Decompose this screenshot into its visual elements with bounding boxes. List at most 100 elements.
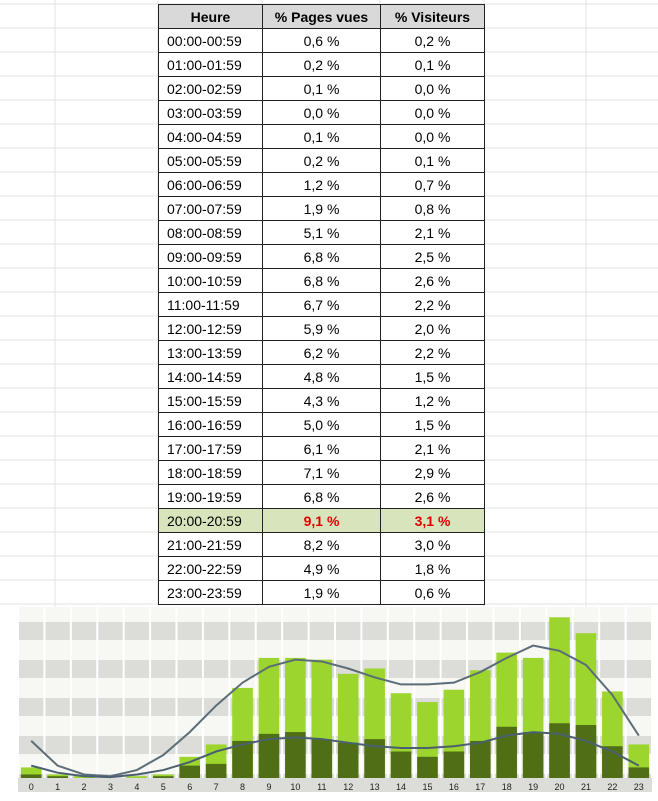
- table-cell: 17:00-17:59: [158, 436, 263, 461]
- table-cell: 08:00-08:59: [158, 220, 263, 245]
- bar: [549, 723, 570, 778]
- table-cell: 03:00-03:59: [158, 100, 263, 125]
- bar: [575, 725, 597, 778]
- table-row: 16:00-16:59 5,0 % 1,5 %: [158, 412, 485, 437]
- x-tick-label: 10: [290, 782, 300, 792]
- table-cell: 2,6 %: [380, 484, 485, 509]
- table-cell: 19:00-19:59: [158, 484, 263, 509]
- table-cell: 11:00-11:59: [158, 292, 263, 317]
- table-row: 17:00-17:59 6,1 % 2,1 %: [158, 436, 485, 461]
- table-row: 21:00-21:59 8,2 % 3,0 %: [158, 532, 485, 557]
- x-tick-label: 12: [343, 782, 353, 792]
- table-cell: 0,2 %: [380, 28, 485, 53]
- table-cell: 0,2 %: [262, 52, 381, 77]
- x-tick-label: 8: [240, 782, 245, 792]
- chart: 0 1 2 3 4 5 6 7 8 9 10 11 12 13 14 15 16 17 18 19 20 21 22 23: [17, 607, 653, 792]
- table-cell: 3,1 %: [380, 508, 485, 533]
- table-cell: 9,1 %: [262, 508, 381, 533]
- table-cell: 1,9 %: [262, 580, 381, 605]
- table-cell: 2,1 %: [380, 436, 485, 461]
- table-cell: 0,6 %: [380, 580, 485, 605]
- table-row: 11:00-11:59 6,7 % 2,2 %: [158, 292, 485, 317]
- table-cell: 6,7 %: [262, 292, 381, 317]
- table-cell: 5,0 %: [262, 412, 381, 437]
- table-cell: 5,9 %: [262, 316, 381, 341]
- table-cell: 1,2 %: [262, 172, 381, 197]
- bar: [522, 732, 544, 778]
- table-cell: 05:00-05:59: [158, 148, 263, 173]
- table-cell: 20:00-20:59: [158, 508, 263, 533]
- x-tick-label: 5: [161, 782, 166, 792]
- x-tick-label: 2: [82, 782, 87, 792]
- bar: [390, 751, 412, 778]
- x-tick-label: 19: [528, 782, 538, 792]
- table-cell: 2,1 %: [380, 220, 485, 245]
- bar: [179, 765, 201, 778]
- bar: [47, 776, 68, 778]
- bar: [258, 733, 280, 778]
- table-cell: 06:00-06:59: [158, 172, 263, 197]
- x-tick-label: 9: [266, 782, 271, 792]
- trend-line: [30, 644, 640, 778]
- table-cell: 0,0 %: [380, 100, 485, 125]
- table-cell: 6,8 %: [262, 484, 381, 509]
- table-cell: 12:00-12:59: [158, 316, 263, 341]
- table-cell: 4,9 %: [262, 556, 381, 581]
- table-cell: 14:00-14:59: [158, 364, 263, 389]
- table-cell: 2,6 %: [380, 268, 485, 293]
- table-cell: 0,1 %: [262, 76, 381, 101]
- table-row: 22:00-22:59 4,9 % 1,8 %: [158, 556, 485, 581]
- table-row: 19:00-19:59 6,8 % 2,6 %: [158, 484, 485, 509]
- table-cell: 2,5 %: [380, 244, 485, 269]
- bar: [20, 767, 42, 778]
- table-cell: 2,9 %: [380, 460, 485, 485]
- table-cell: 04:00-04:59: [158, 124, 263, 149]
- x-tick-label: 11: [317, 782, 326, 792]
- header-row: Heure% Pages vues% Visiteurs: [158, 4, 485, 29]
- table-cell: 6,8 %: [262, 244, 381, 269]
- x-tick-label: 4: [134, 782, 139, 792]
- table-row: 13:00-13:59 6,2 % 2,2 %: [158, 340, 485, 365]
- x-tick-label: 15: [422, 782, 432, 792]
- table-row: 10:00-10:59 6,8 % 2,6 %: [158, 268, 485, 293]
- table-cell: 4,8 %: [262, 364, 381, 389]
- table-row: 14:00-14:59 4,8 % 1,5 %: [158, 364, 485, 389]
- x-tick-label: 17: [475, 782, 485, 792]
- table-cell: 3,0 %: [380, 532, 485, 557]
- bar: [417, 756, 438, 778]
- column-header: % Pages vues: [262, 4, 381, 29]
- table-row: 23:00-23:59 1,9 % 0,6 %: [158, 580, 485, 605]
- table-cell: 7,1 %: [262, 460, 381, 485]
- table-row: 18:00-18:59 7,1 % 2,9 %: [158, 460, 485, 485]
- trend-line: [30, 731, 640, 779]
- band: [18, 774, 652, 792]
- table-cell: 07:00-07:59: [158, 196, 263, 221]
- x-tick-label: 14: [396, 782, 406, 792]
- x-tick-label: 16: [449, 782, 459, 792]
- table-cell: 0,7 %: [380, 172, 485, 197]
- table-cell: 0,1 %: [262, 124, 381, 149]
- table-cell: 6,2 %: [262, 340, 381, 365]
- table-cell: 0,1 %: [380, 52, 485, 77]
- table-cell: 13:00-13:59: [158, 340, 263, 365]
- table-cell: 00:00-00:59: [158, 28, 263, 53]
- table-cell: 23:00-23:59: [158, 580, 263, 605]
- table-row: 01:00-01:59 0,2 % 0,1 %: [158, 52, 485, 77]
- table-cell: 6,1 %: [262, 436, 381, 461]
- bar: [496, 726, 518, 778]
- bar: [232, 740, 253, 778]
- x-tick-label: 3: [108, 782, 113, 792]
- bar: [205, 763, 227, 778]
- x-tick-label: 7: [214, 782, 219, 792]
- table-cell: 1,9 %: [262, 196, 381, 221]
- x-tick-label: 0: [29, 782, 34, 792]
- table-cell: 0,2 %: [262, 148, 381, 173]
- table-cell: 21:00-21:59: [158, 532, 263, 557]
- table-cell: 18:00-18:59: [158, 460, 263, 485]
- table-cell: 22:00-22:59: [158, 556, 263, 581]
- table-cell: 8,2 %: [262, 532, 381, 557]
- table-row: 07:00-07:59 1,9 % 0,8 %: [158, 196, 485, 221]
- table-cell: 6,8 %: [262, 268, 381, 293]
- table-row: 15:00-15:59 4,3 % 1,2 %: [158, 388, 485, 413]
